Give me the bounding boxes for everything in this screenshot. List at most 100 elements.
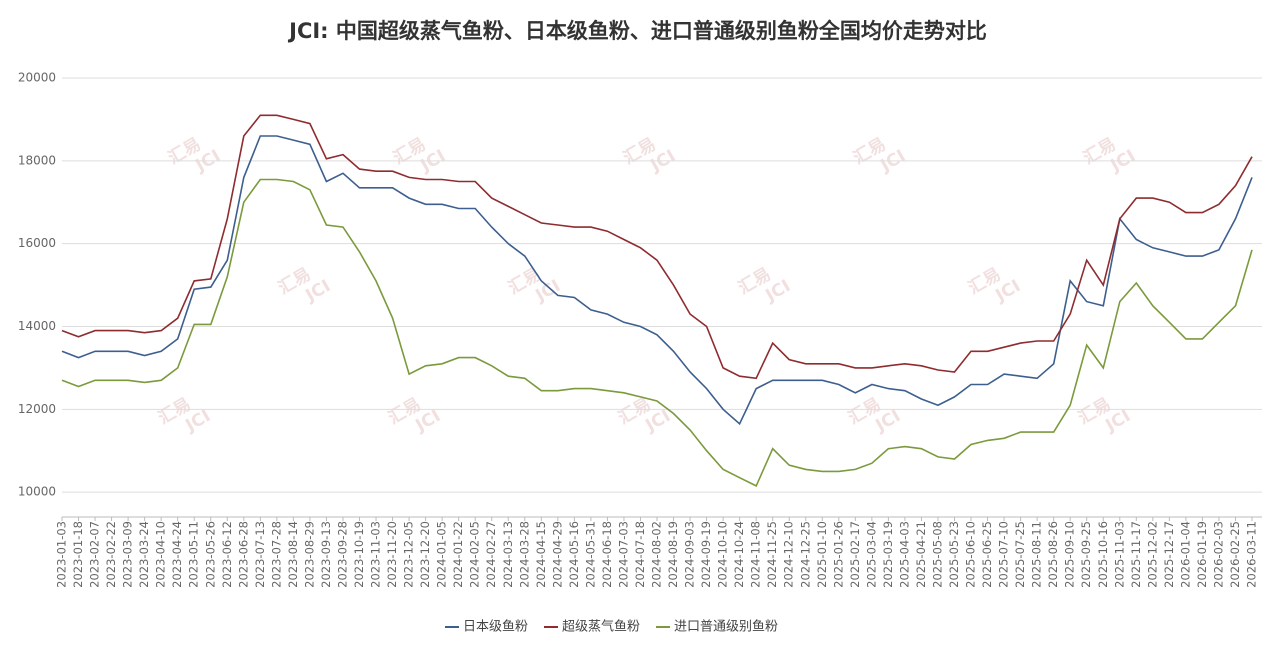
- x-tick-label: 2025-05-23: [947, 521, 961, 588]
- x-tick-label: 2025-06-10: [964, 521, 978, 588]
- x-tick-label: 2025-11-03: [1112, 521, 1126, 588]
- x-tick-label: 2025-03-19: [881, 521, 895, 588]
- x-tick-label: 2025-01-26: [831, 521, 845, 588]
- x-tick-label: 2025-04-03: [897, 521, 911, 588]
- x-tick-label: 2024-12-25: [798, 521, 812, 588]
- x-tick-label: 2024-05-16: [567, 521, 581, 588]
- x-tick-label: 2026-02-03: [1211, 521, 1225, 588]
- x-tick-label: 2025-06-25: [980, 521, 994, 588]
- x-tick-label: 2025-07-10: [997, 521, 1011, 588]
- x-tick-label: 2023-04-10: [154, 521, 168, 588]
- x-tick-label: 2025-03-04: [864, 521, 878, 588]
- x-tick-label: 2025-09-25: [1079, 521, 1093, 588]
- y-tick-label: 16000: [18, 236, 56, 250]
- x-tick-label: 2024-01-05: [435, 521, 449, 588]
- x-tick-label: 2024-02-27: [484, 521, 498, 588]
- x-tick-label: 2024-04-29: [550, 521, 564, 588]
- x-tick-label: 2024-07-03: [616, 521, 630, 588]
- series-line: [61, 114, 1253, 380]
- y-tick-label: 10000: [18, 485, 56, 499]
- x-tick-label: 2024-03-28: [517, 521, 531, 588]
- x-tick-label: 2025-12-02: [1145, 521, 1159, 588]
- x-tick-label: 2023-07-13: [253, 521, 267, 588]
- x-tick-label: 2024-10-24: [732, 521, 746, 588]
- legend-label: 超级蒸气鱼粉: [562, 619, 640, 635]
- x-tick-label: 2023-02-07: [88, 521, 102, 588]
- x-tick-label: 2025-05-08: [930, 521, 944, 588]
- x-tick-label: 2025-12-17: [1162, 521, 1176, 588]
- x-tick-label: 2024-08-19: [666, 521, 680, 588]
- x-tick-label: 2023-03-09: [121, 521, 135, 588]
- x-tick-label: 2023-10-19: [352, 521, 366, 588]
- x-tick-label: 2023-08-14: [286, 521, 300, 588]
- x-tick-label: 2024-08-02: [650, 521, 664, 588]
- x-tick-label: 2025-04-21: [914, 521, 928, 588]
- x-tick-label: 2024-12-10: [782, 521, 796, 588]
- x-tick-label: 2024-10-10: [716, 521, 730, 588]
- x-tick-label: 2023-11-03: [369, 521, 383, 588]
- x-tick-label: 2023-04-24: [170, 521, 184, 588]
- x-tick-label: 2024-02-05: [468, 521, 482, 588]
- x-tick-label: 2025-10-16: [1096, 521, 1110, 588]
- chart-title: JCI: 中国超级蒸气鱼粉、日本级鱼粉、进口普通级别鱼粉全国均价走势对比: [287, 19, 987, 43]
- x-tick-label: 2026-03-11: [1245, 521, 1259, 588]
- series-line: [61, 178, 1253, 487]
- x-tick-label: 2023-09-13: [319, 521, 333, 588]
- x-tick-label: 2025-01-10: [815, 521, 829, 588]
- x-tick-label: 2023-09-28: [335, 521, 349, 588]
- x-tick-label: 2025-11-17: [1129, 521, 1143, 588]
- x-tick-label: 2024-05-31: [583, 521, 597, 588]
- x-tick-label: 2023-02-22: [104, 521, 118, 588]
- x-tick-label: 2023-06-12: [220, 521, 234, 588]
- x-tick-label: 2025-09-10: [1063, 521, 1077, 588]
- x-tick-label: 2023-05-11: [187, 521, 201, 588]
- x-tick-label: 2025-07-25: [1013, 521, 1027, 588]
- x-tick-label: 2025-02-17: [848, 521, 862, 588]
- y-tick-label: 14000: [18, 319, 56, 333]
- x-tick-label: 2025-08-11: [1030, 521, 1044, 588]
- x-tick-label: 2023-01-03: [55, 521, 69, 588]
- x-tick-label: 2026-01-04: [1178, 521, 1192, 588]
- x-tick-label: 2023-12-20: [418, 521, 432, 588]
- y-tick-label: 20000: [18, 71, 56, 85]
- y-tick-label: 18000: [18, 153, 56, 167]
- x-tick-label: 2023-05-26: [203, 521, 217, 588]
- x-tick-label: 2023-08-29: [302, 521, 316, 588]
- x-tick-label: 2023-11-20: [385, 521, 399, 588]
- x-tick-label: 2025-08-26: [1046, 521, 1060, 588]
- x-tick-label: 2026-02-25: [1228, 521, 1242, 588]
- x-tick-label: 2023-07-28: [269, 521, 283, 588]
- legend-label: 进口普通级别鱼粉: [674, 619, 778, 635]
- x-tick-label: 2024-04-15: [534, 521, 548, 588]
- x-tick-label: 2024-11-08: [749, 521, 763, 588]
- x-tick-label: 2023-06-28: [236, 521, 250, 588]
- series-line: [61, 135, 1253, 426]
- x-tick-label: 2024-07-18: [633, 521, 647, 588]
- x-tick-label: 2024-01-22: [451, 521, 465, 588]
- x-tick-label: 2024-09-03: [683, 521, 697, 588]
- legend-label: 日本级鱼粉: [463, 619, 528, 635]
- x-tick-label: 2024-06-18: [600, 521, 614, 588]
- x-tick-label: 2024-09-19: [699, 521, 713, 588]
- x-tick-label: 2023-01-18: [71, 521, 85, 588]
- y-tick-label: 12000: [18, 402, 56, 416]
- x-tick-label: 2026-01-19: [1195, 521, 1209, 588]
- x-tick-label: 2024-11-25: [765, 521, 779, 588]
- x-tick-label: 2023-12-05: [402, 521, 416, 588]
- x-tick-label: 2023-03-24: [137, 521, 151, 588]
- x-tick-label: 2024-03-13: [501, 521, 515, 588]
